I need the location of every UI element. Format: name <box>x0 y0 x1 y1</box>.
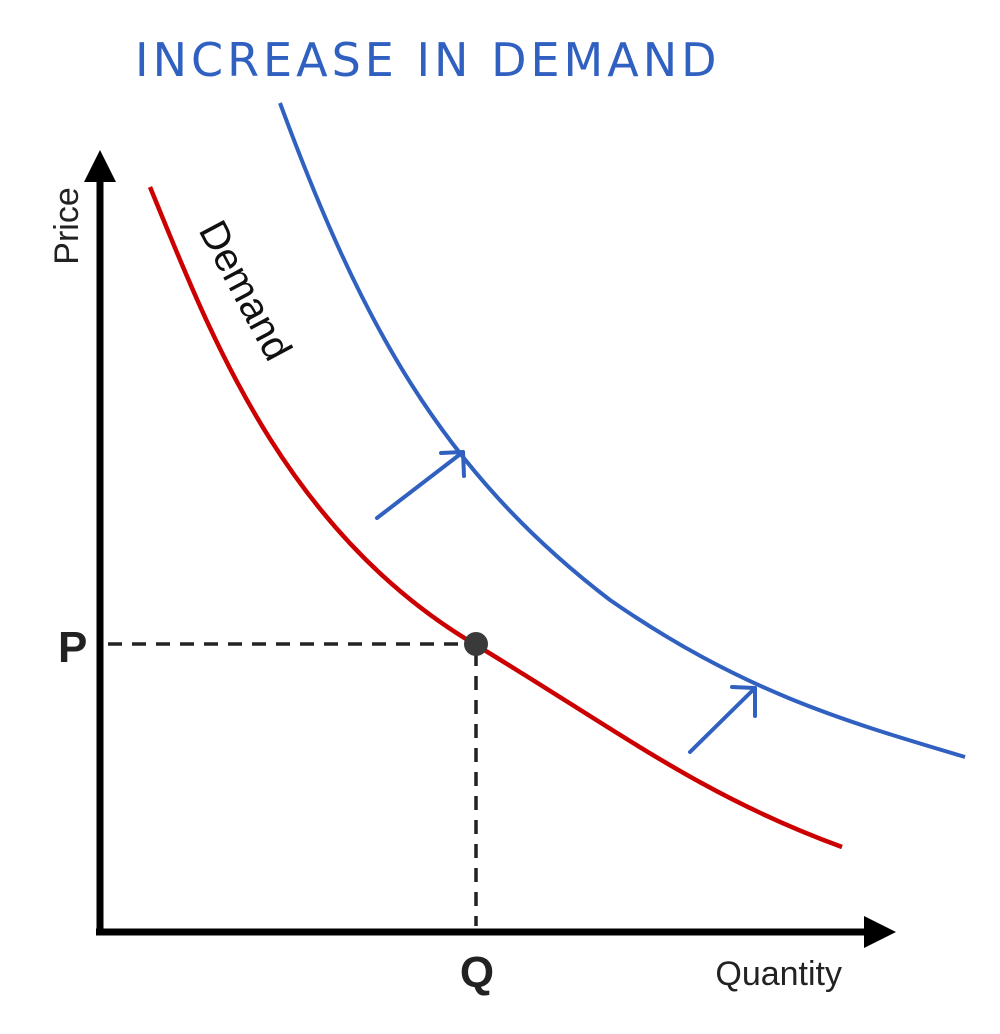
chart-title: INCREASE IN DEMAND <box>135 33 721 87</box>
x-axis-label: Quantity <box>715 955 842 993</box>
x-tick-label-q: Q <box>460 948 494 997</box>
shift-arrow-lower <box>688 685 757 754</box>
y-tick-label-p: P <box>58 623 87 672</box>
demand-curve-label: Demand <box>190 214 300 368</box>
y-axis-label: Price <box>48 187 86 264</box>
shift-arrow-upper <box>375 450 466 520</box>
equilibrium-point <box>464 632 488 656</box>
x-axis-arrowhead <box>864 916 896 948</box>
shifted-demand-curve <box>278 102 966 759</box>
demand-curve <box>147 186 843 850</box>
y-axis-arrowhead <box>84 150 116 182</box>
